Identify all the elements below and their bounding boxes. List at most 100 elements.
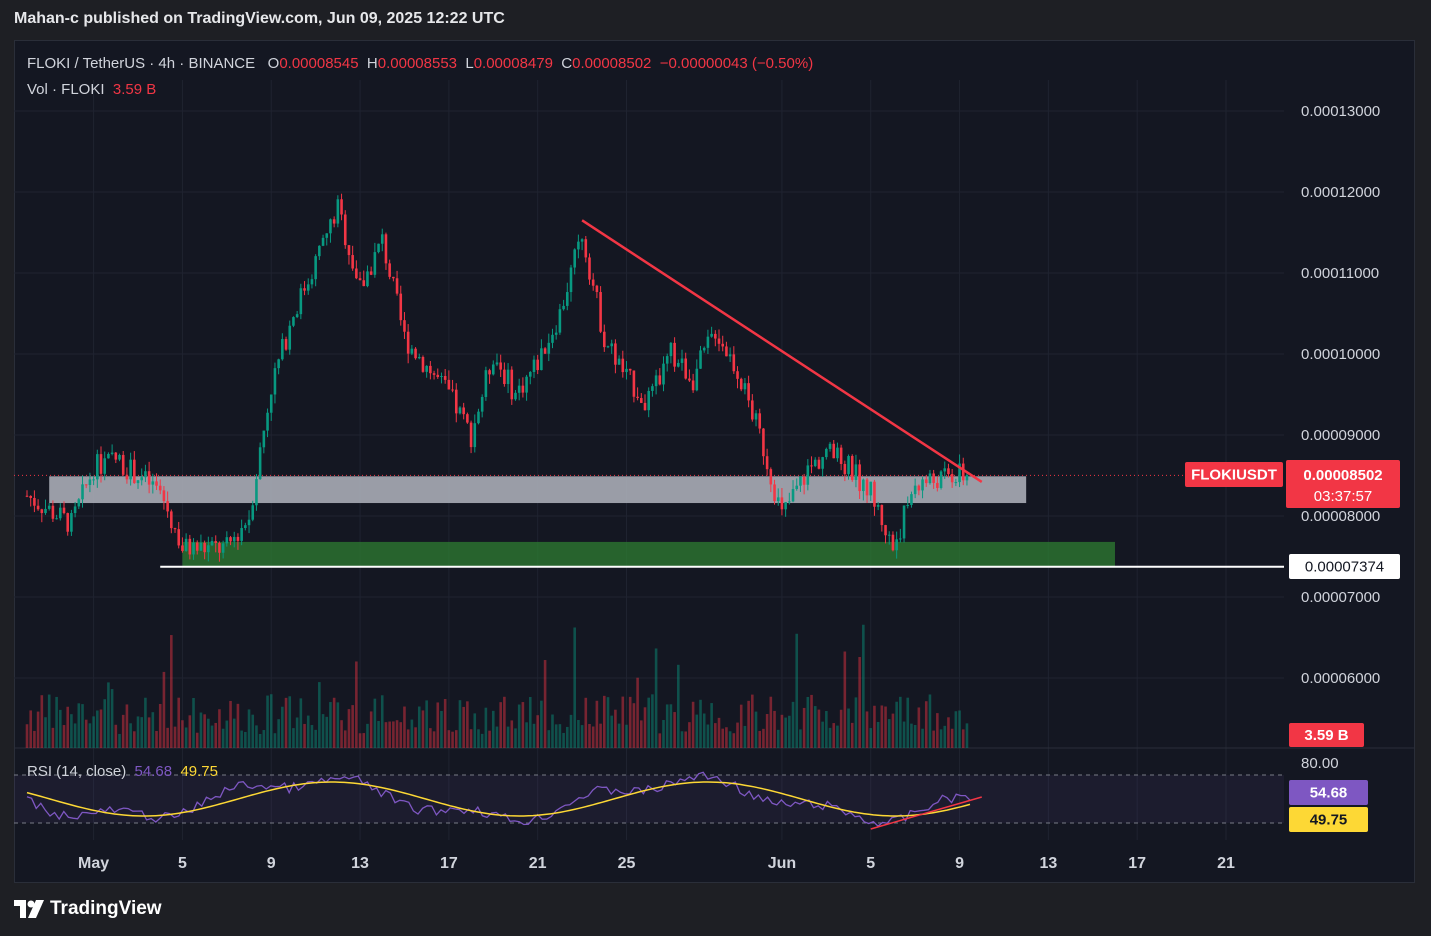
volume-bar-244: [928, 694, 932, 748]
candle-191: [732, 354, 736, 372]
candle-230: [876, 505, 880, 507]
volume-bar-87: [347, 709, 351, 748]
candle-60: [247, 519, 251, 526]
volume-bar-202: [773, 710, 776, 748]
candle-226: [862, 479, 865, 492]
volume-bar-62: [255, 725, 258, 748]
candle-210: [802, 476, 806, 485]
volume-bar-20: [99, 709, 103, 748]
volume-bar-33: [147, 717, 151, 748]
candle-14: [77, 499, 81, 507]
tradingview-logo[interactable]: TradingView: [14, 898, 162, 920]
candle-118: [462, 407, 465, 415]
candle-31: [140, 477, 144, 481]
candle-23: [110, 452, 114, 454]
candle-217: [828, 443, 832, 449]
volume-bar-246: [936, 713, 939, 748]
candle-3: [36, 505, 40, 510]
high-value: 0.00008553: [377, 55, 458, 72]
volume-bar-203: [776, 729, 780, 748]
volume-bar-177: [680, 731, 684, 748]
volume-bar-67: [273, 733, 277, 748]
volume-bar-245: [932, 730, 935, 748]
volume-bar-115: [451, 731, 454, 748]
volume-bar-125: [488, 730, 491, 748]
candle-73: [295, 314, 299, 318]
volume-bar-78: [314, 729, 317, 748]
candle-4: [40, 509, 44, 514]
candle-166: [640, 398, 643, 403]
volume-bar-179: [688, 722, 691, 748]
volume-bar-122: [477, 729, 480, 748]
volume-bar-128: [499, 702, 502, 748]
candle-205: [784, 502, 787, 510]
volume-bar-101: [399, 722, 403, 748]
volume-bar-61: [251, 714, 255, 748]
candle-2: [33, 497, 36, 506]
candle-253: [961, 463, 965, 481]
volume-bar-30: [136, 716, 140, 748]
candle-39: [170, 511, 173, 529]
volume-bar-150: [580, 725, 584, 748]
close-label: C: [561, 55, 573, 72]
volume-bar-55: [229, 700, 232, 748]
x-tick-5: 21: [529, 855, 547, 872]
volume-bar-243: [924, 701, 928, 748]
volume-bar-199: [762, 728, 765, 748]
rsi-tag-bg: [1289, 780, 1368, 805]
volume-bar-113: [443, 699, 447, 748]
candle-177: [680, 358, 684, 363]
chart-canvas[interactable]: 0.00013000 0.00012000 0.00011000 0.00010000…: [14, 40, 1415, 883]
volume-bar-86: [343, 730, 347, 748]
ticker-tag: FLOKIUSDT: [1191, 467, 1277, 484]
candle-96: [380, 234, 384, 244]
rsi-legend-value: 54.68: [134, 763, 173, 780]
candle-140: [543, 348, 547, 354]
volume-bar-231: [880, 705, 884, 748]
candle-46: [195, 542, 199, 551]
candle-207: [791, 489, 795, 502]
volume-bar-213: [813, 706, 817, 748]
volume-bar-241: [917, 707, 921, 748]
volume-bar-96: [380, 695, 384, 748]
candle-9: [59, 507, 62, 519]
volume-bar-180: [691, 701, 695, 748]
candle-32: [144, 471, 147, 478]
candle-139: [540, 348, 543, 371]
candle-105: [414, 348, 417, 359]
volume-bar-38: [166, 727, 169, 748]
volume-bar-11: [66, 706, 70, 748]
volume-bar-137: [532, 723, 536, 748]
candle-99: [392, 276, 395, 279]
candle-209: [799, 476, 802, 486]
candle-127: [495, 362, 499, 365]
candle-147: [569, 267, 573, 293]
volume-bar-157: [606, 697, 610, 748]
candle-56: [232, 536, 236, 542]
volume-bar-197: [754, 711, 758, 748]
volume-bar-235: [895, 701, 898, 748]
volume-bar-139: [540, 700, 543, 748]
candle-33: [147, 471, 151, 485]
volume-bar-172: [662, 719, 665, 748]
candle-20: [99, 454, 103, 474]
volume-bar-48: [203, 714, 206, 748]
last-price-tag: 0.00008502: [1303, 467, 1382, 484]
volume-bar-140: [543, 660, 547, 748]
candle-58: [240, 528, 243, 541]
volume-bar-36: [158, 703, 162, 748]
volume-bar-120: [469, 729, 473, 748]
candle-164: [632, 370, 636, 397]
candle-240: [913, 485, 917, 495]
candle-154: [595, 285, 599, 293]
volume-bar-200: [765, 714, 769, 748]
volume-bar-16: [84, 719, 88, 748]
candle-239: [910, 494, 913, 506]
candle-135: [525, 376, 528, 393]
rsi-ma-line: [26, 781, 971, 817]
price-tags: FLOKIUSDT 0.00008502 03:37:57 0.00007374 3.5…: [1185, 460, 1400, 832]
volume-bar-8: [55, 696, 58, 748]
candle-193: [739, 378, 743, 390]
candle-125: [488, 370, 491, 375]
candle-12: [70, 513, 73, 532]
